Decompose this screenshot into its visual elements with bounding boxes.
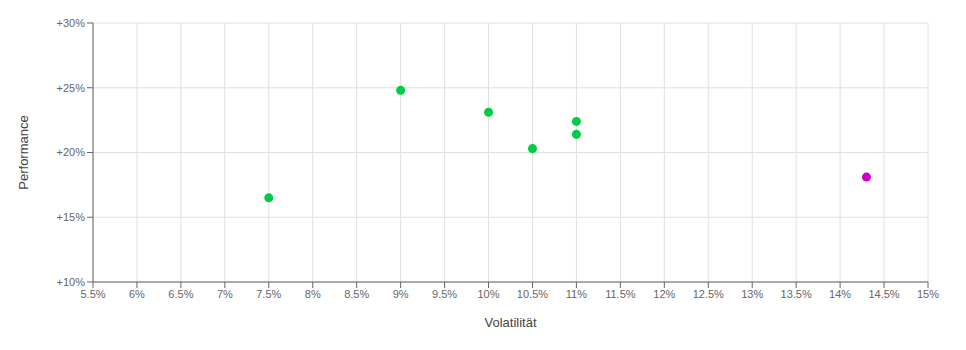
- svg-text:14%: 14%: [829, 288, 851, 300]
- svg-text:10%: 10%: [478, 288, 500, 300]
- svg-text:9%: 9%: [393, 288, 409, 300]
- svg-text:13.5%: 13.5%: [781, 288, 812, 300]
- svg-text:12%: 12%: [653, 288, 675, 300]
- svg-text:12.5%: 12.5%: [693, 288, 724, 300]
- svg-text:8.5%: 8.5%: [344, 288, 369, 300]
- svg-text:+30%: +30%: [57, 17, 86, 29]
- svg-text:8%: 8%: [305, 288, 321, 300]
- svg-text:+20%: +20%: [57, 146, 86, 158]
- svg-text:14.5%: 14.5%: [868, 288, 899, 300]
- svg-text:6%: 6%: [129, 288, 145, 300]
- svg-text:7.5%: 7.5%: [256, 288, 281, 300]
- svg-text:+25%: +25%: [57, 82, 86, 94]
- svg-text:Performance: Performance: [16, 115, 31, 189]
- svg-text:10.5%: 10.5%: [517, 288, 548, 300]
- svg-text:11.5%: 11.5%: [605, 288, 636, 300]
- svg-text:+15%: +15%: [57, 211, 86, 223]
- svg-text:7%: 7%: [217, 288, 233, 300]
- svg-text:6.5%: 6.5%: [168, 288, 193, 300]
- svg-text:5.5%: 5.5%: [80, 288, 105, 300]
- svg-text:13%: 13%: [741, 288, 763, 300]
- svg-text:9.5%: 9.5%: [432, 288, 457, 300]
- svg-text:+10%: +10%: [57, 276, 86, 288]
- svg-text:Volatilität: Volatilität: [484, 315, 536, 330]
- svg-text:11%: 11%: [566, 288, 587, 300]
- svg-text:15%: 15%: [917, 288, 939, 300]
